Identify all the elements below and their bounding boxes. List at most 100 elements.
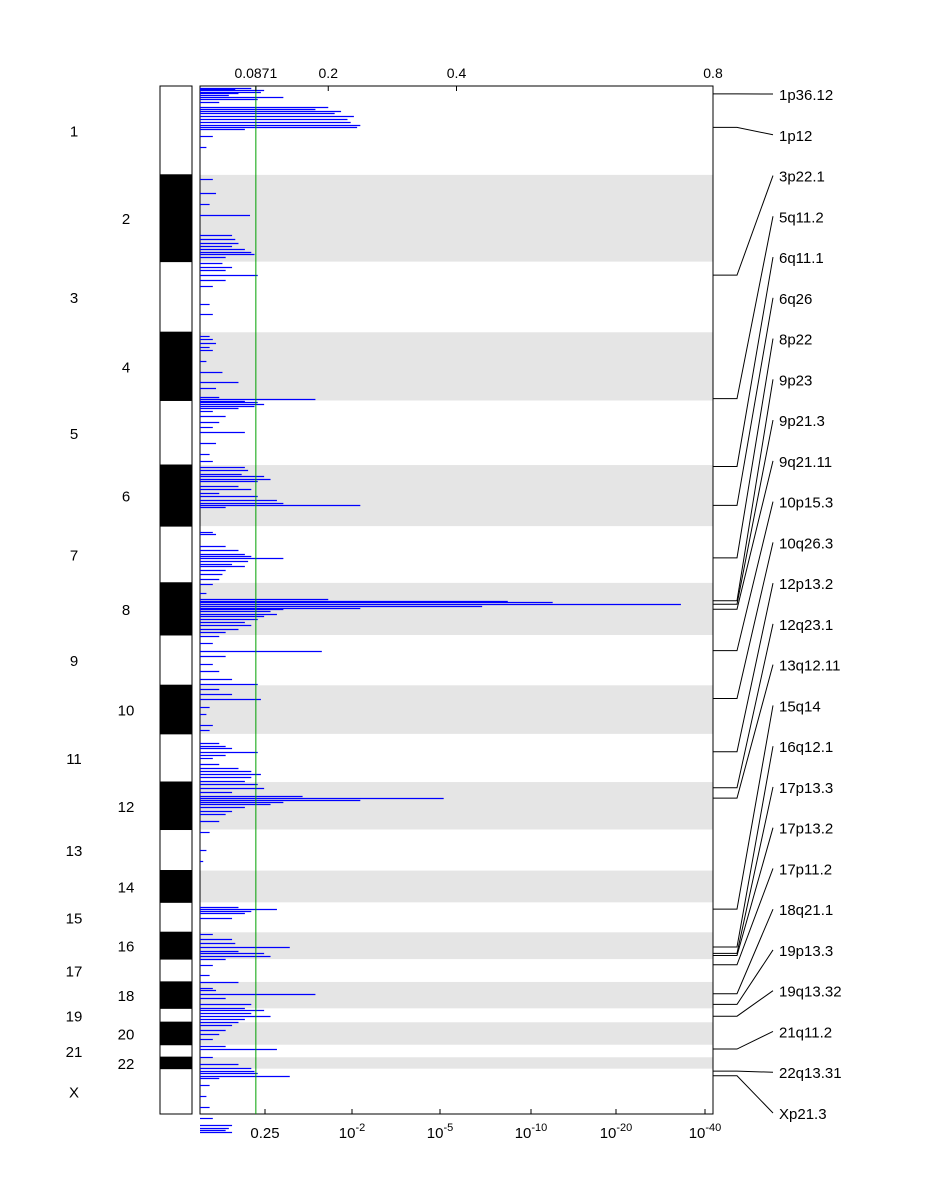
band-shade-chr-18 xyxy=(200,981,713,1009)
ideogram-chr-19 xyxy=(159,1007,193,1023)
peak-label: 1p36.12 xyxy=(779,87,833,104)
peak-leader-line xyxy=(713,909,774,995)
chromosome-label: 15 xyxy=(66,910,83,927)
chromosome-label: 10 xyxy=(118,703,135,720)
ideogram-chr-9 xyxy=(159,634,193,686)
ideogram-chr-15 xyxy=(159,901,193,933)
ideogram-chr-7 xyxy=(159,525,193,584)
peak-leader-line xyxy=(713,868,774,966)
peak-label: 9q21.11 xyxy=(779,454,832,471)
ideogram-chr-14 xyxy=(159,870,193,903)
top-tick-label: 0.2 xyxy=(319,65,339,81)
ideogram-chr-20 xyxy=(159,1021,193,1046)
peak-leader-line xyxy=(713,623,774,789)
ideogram-chr-18 xyxy=(159,981,193,1009)
peak-label: 9p23 xyxy=(779,372,812,389)
peak-leader-line xyxy=(713,990,774,1017)
peak-label: 6q26 xyxy=(779,291,812,308)
peak-label: 18q21.1 xyxy=(779,902,833,919)
peak-label: 12p13.2 xyxy=(779,576,833,593)
peak-leader-line xyxy=(713,746,774,948)
band-shade-chr-10 xyxy=(200,685,713,734)
chromosome-label: 19 xyxy=(66,1008,83,1025)
ideogram-chr-21 xyxy=(159,1044,193,1058)
chromosome-label: X xyxy=(69,1084,79,1101)
band-shade-chr-2 xyxy=(200,174,713,262)
ideogram-chr-11 xyxy=(159,733,193,783)
chromosome-label: 20 xyxy=(118,1027,135,1044)
chromosome-label: 5 xyxy=(70,426,78,443)
chromosome-label: 14 xyxy=(118,879,135,896)
peak-label: 21q11.2 xyxy=(779,1024,832,1041)
chromosome-label: 11 xyxy=(66,751,82,768)
peak-leader-line xyxy=(713,175,774,276)
ideogram-chr-12 xyxy=(159,781,193,831)
chromosome-label: 13 xyxy=(66,843,83,860)
peak-label: 15q14 xyxy=(779,698,821,715)
chromosome-label: 8 xyxy=(122,602,130,619)
band-shade-chr-4 xyxy=(200,332,713,401)
peak-leader-line xyxy=(713,1070,774,1073)
chromosome-label: 21 xyxy=(66,1044,83,1061)
top-tick-label: 0.8 xyxy=(703,65,723,81)
peak-label: 19q13.32 xyxy=(779,984,842,1001)
chromosome-label: 18 xyxy=(118,988,135,1005)
peak-leader-line xyxy=(713,460,774,610)
peak-label: 16q12.1 xyxy=(779,739,833,756)
chromosome-label: 7 xyxy=(70,547,78,564)
peak-leader-line xyxy=(713,419,774,605)
band-shade-chr-22 xyxy=(200,1057,713,1069)
chromosome-label: 22 xyxy=(118,1056,135,1073)
bottom-tick-label: 10-2 xyxy=(339,1122,365,1142)
chromosome-label: 3 xyxy=(70,290,78,307)
bottom-axis-ticks: 0.25 10-2 10-5 10-10 10-20 10-40 xyxy=(250,1109,721,1142)
peak-label: 13q12.11 xyxy=(779,658,840,675)
peak-leader-line xyxy=(713,542,774,700)
bottom-tick-label: 10-10 xyxy=(515,1122,548,1142)
chromosome-label: 16 xyxy=(118,939,135,956)
bottom-tick-label: 0.25 xyxy=(250,1125,279,1142)
peak-label: 22q13.31 xyxy=(779,1065,842,1082)
peak-label: 17p13.2 xyxy=(779,821,833,838)
peak-label: 10q26.3 xyxy=(779,535,833,552)
chromosome-ideogram xyxy=(159,85,193,1115)
ideogram-chr-4 xyxy=(159,331,193,401)
chromosome-label: 1 xyxy=(70,123,78,140)
chromosome-label: 6 xyxy=(122,489,130,506)
band-shade-chr-16 xyxy=(200,932,713,960)
chromosome-label: 12 xyxy=(118,799,135,816)
peak-leader-line xyxy=(713,705,774,910)
peak-leader-line xyxy=(713,501,774,652)
peak-label: 6q11.1 xyxy=(779,250,824,267)
peak-leader-line xyxy=(713,664,774,799)
bottom-tick-label: 10-40 xyxy=(689,1122,722,1142)
ideogram-chr-8 xyxy=(159,582,193,636)
peak-label: 9p21.3 xyxy=(779,413,825,430)
peak-leader-line xyxy=(713,827,774,957)
ideogram-chr-3 xyxy=(159,261,193,333)
peak-leader-line xyxy=(713,379,774,602)
ideogram-chr-17 xyxy=(159,958,193,983)
peak-label: 12q23.1 xyxy=(779,617,833,634)
peak-leader-line xyxy=(713,1075,774,1114)
peak-leader-line xyxy=(713,216,774,400)
ideogram-chr-13 xyxy=(159,829,193,872)
bottom-tick-label: 10-20 xyxy=(600,1122,633,1142)
peak-label: 10p15.3 xyxy=(779,495,833,512)
peak-leader-line xyxy=(713,949,774,1005)
chromosome-label: 9 xyxy=(70,653,78,670)
peak-leader-line xyxy=(713,297,774,506)
peak-label: 1p12 xyxy=(779,128,812,145)
ideogram-chr-10 xyxy=(159,684,193,735)
chromosome-band-shading xyxy=(200,174,713,1069)
peak-leader-line xyxy=(713,583,774,753)
ideogram-chr-2 xyxy=(159,174,193,263)
band-shade-chr-20 xyxy=(200,1022,713,1045)
peak-label: 19p13.3 xyxy=(779,943,833,960)
ideogram-chr-16 xyxy=(159,931,193,960)
top-axis-ticks: 0.0871 0.2 0.4 0.8 xyxy=(234,65,723,91)
ideogram-chr-1 xyxy=(159,85,193,176)
peak-leader-line xyxy=(713,1031,774,1050)
